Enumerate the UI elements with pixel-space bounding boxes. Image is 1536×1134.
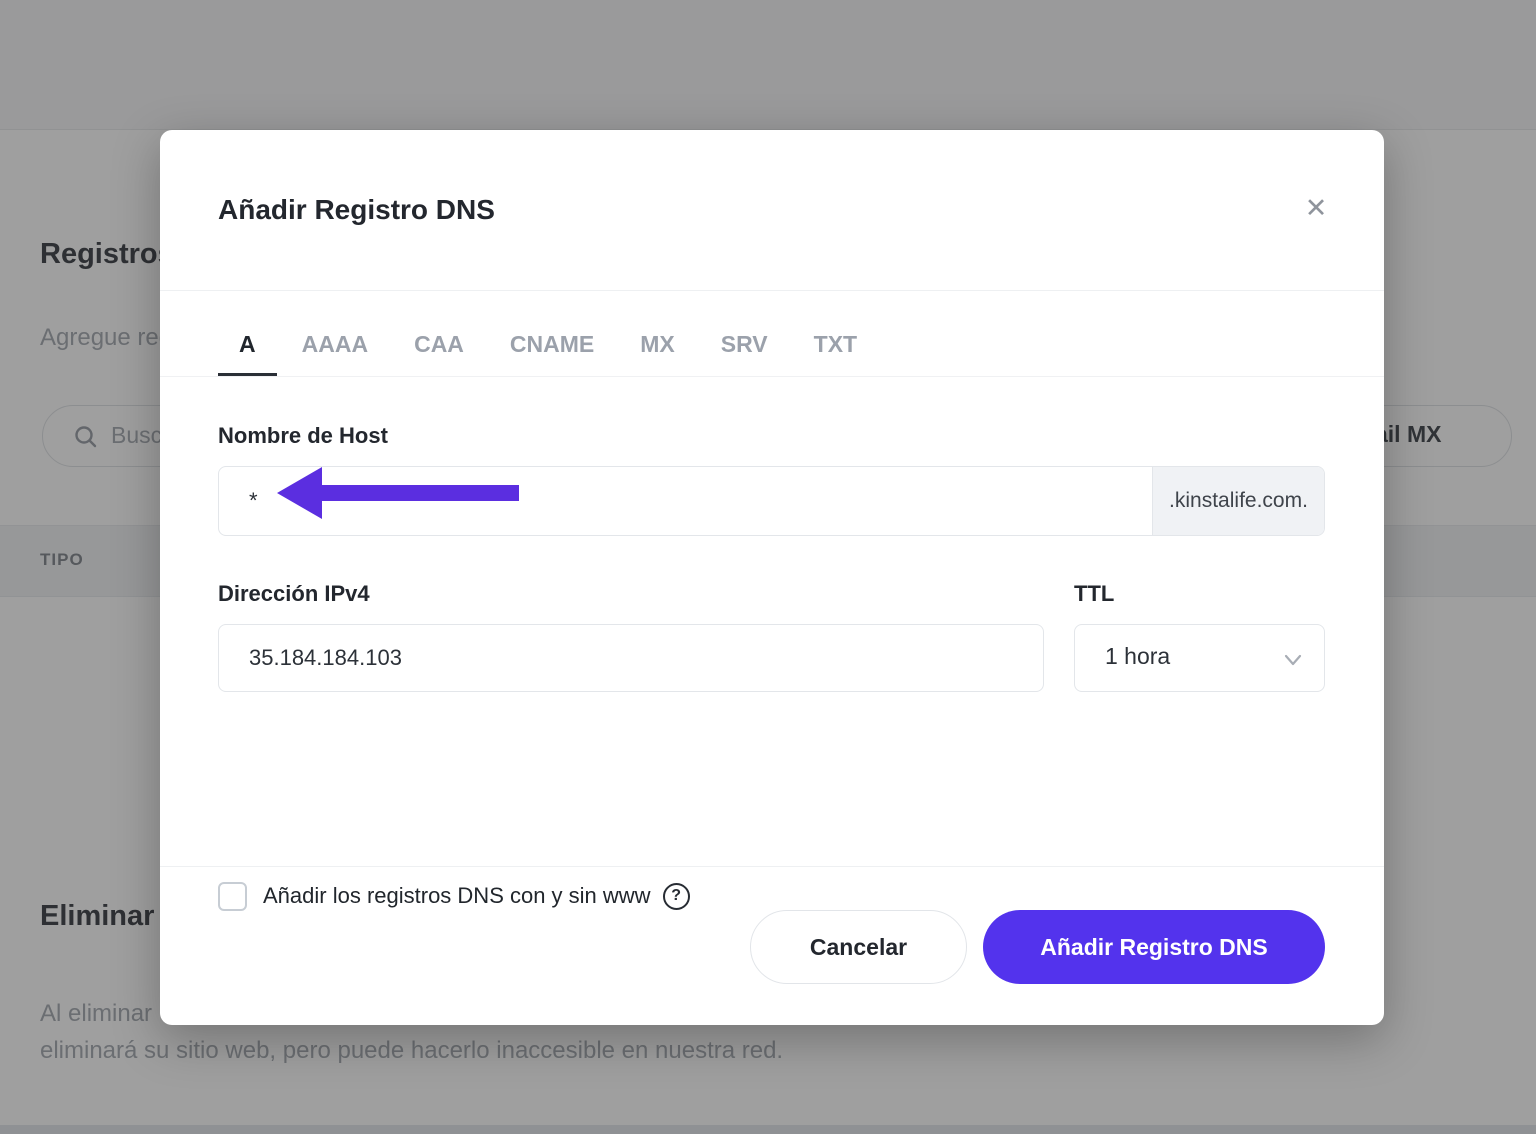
tab-a[interactable]: A: [218, 316, 277, 376]
tab-txt[interactable]: TXT: [813, 331, 858, 357]
close-icon[interactable]: ✕: [1304, 193, 1328, 223]
footer-divider: [160, 866, 1384, 867]
ttl-select[interactable]: 1 hora: [1074, 624, 1325, 692]
www-checkbox[interactable]: [218, 881, 247, 911]
dns-records-heading: Registros: [40, 238, 174, 270]
record-type-tabs: A AAAA CAA CNAME MX SRV TXT: [218, 316, 878, 376]
search-placeholder: Busc: [111, 422, 163, 448]
top-navigation-bar: [0, 0, 1536, 130]
delete-domain-heading: Eliminar: [40, 900, 155, 932]
www-checkbox-label: Añadir los registros DNS con y sin www: [263, 883, 651, 908]
hostname-label: Nombre de Host: [218, 423, 388, 448]
tab-srv[interactable]: SRV: [720, 331, 768, 357]
search-icon: [75, 426, 97, 448]
delete-domain-text-line2: eliminará su sitio web, pero puede hacer…: [40, 1037, 784, 1064]
modal-title: Añadir Registro DNS: [218, 194, 495, 225]
ttl-selected-value: 1 hora: [1105, 643, 1171, 669]
hostname-field-group: .kinstalife.com.: [218, 466, 1325, 536]
cancel-button[interactable]: Cancelar: [750, 910, 967, 984]
add-dns-record-button[interactable]: Añadir Registro DNS: [983, 910, 1325, 984]
add-gmail-mx-label: ail MX: [1375, 421, 1442, 447]
ipv4-label: Dirección IPv4: [218, 581, 370, 606]
tab-caa[interactable]: CAA: [414, 331, 464, 357]
delete-domain-text-line1: Al eliminar: [40, 1000, 153, 1027]
column-header-type: TIPO: [40, 550, 84, 569]
tab-aaaa[interactable]: AAAA: [301, 331, 369, 357]
ipv4-input[interactable]: [218, 624, 1044, 692]
add-dns-record-modal: Añadir Registro DNS ✕ A AAAA CAA CNAME M…: [160, 130, 1384, 1025]
page-bottom-bar: [0, 1125, 1536, 1134]
dns-records-description: Agregue reg: [40, 324, 173, 351]
tabs-divider: [160, 376, 1384, 377]
www-checkbox-row: Añadir los registros DNS con y sin www ?: [218, 880, 690, 912]
header-divider: [160, 290, 1384, 291]
chevron-down-icon: [1284, 654, 1302, 666]
ttl-label: TTL: [1074, 581, 1115, 606]
hostname-input[interactable]: [219, 467, 1152, 535]
tab-cname[interactable]: CNAME: [509, 331, 595, 357]
domain-suffix: .kinstalife.com.: [1152, 467, 1324, 535]
tab-mx[interactable]: MX: [640, 331, 675, 357]
help-icon[interactable]: ?: [662, 882, 690, 910]
